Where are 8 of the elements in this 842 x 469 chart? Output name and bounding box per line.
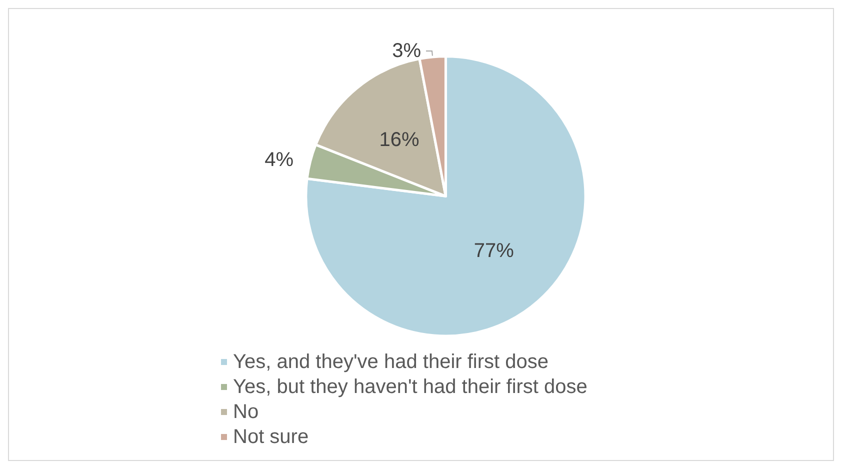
- legend-label: Not sure: [233, 426, 309, 448]
- legend-label: Yes, and they've had their first dose: [233, 351, 548, 373]
- data-label: 3%: [392, 40, 422, 62]
- data-label: 16%: [379, 128, 420, 151]
- data-label: 4%: [264, 148, 294, 171]
- data-label: 77%: [474, 240, 514, 262]
- legend-label: No: [233, 401, 259, 423]
- legend-label: Yes, but they haven't had their first dose: [233, 376, 588, 398]
